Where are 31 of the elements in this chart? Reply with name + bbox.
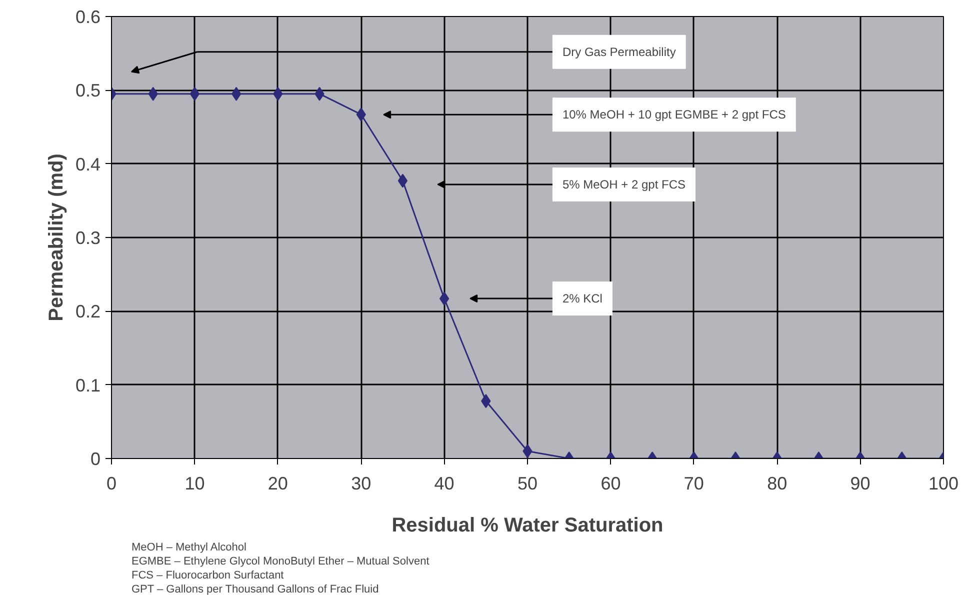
x-tick-label: 80 [767, 474, 788, 494]
text: EGMBE – Ethylene Glycol MonoButyl Ether – Mutual Solvent [132, 556, 430, 568]
y-tick-label: 0.2 [75, 302, 101, 322]
x-axis-title: Residual % Water Saturation [392, 514, 664, 536]
x-tick-label: 70 [684, 474, 704, 494]
annotation: 5% MeOH + 2 gpt FCS [562, 177, 686, 192]
annotation: Dry Gas Permeability [562, 44, 676, 59]
y-tick-label: 0.1 [75, 375, 101, 396]
y-tick-label: 0 [90, 449, 101, 469]
y-tick-label: 0.5 [75, 80, 101, 101]
point [231, 86, 242, 101]
x-tick-label: 50 [517, 474, 538, 494]
x-tick-label: 10 [184, 474, 205, 494]
y-tick-label: 0.4 [75, 154, 101, 174]
x-tick-label: 90 [850, 474, 870, 494]
point [190, 86, 200, 101]
text: GPT – Gallons per Thousand Gallons of Frac Fluid [132, 584, 379, 595]
text: FCS – Fluorocarbon Surfactant [132, 570, 284, 582]
y-tick-label: 0.6 [75, 7, 101, 27]
x-tick-label: 20 [268, 474, 288, 494]
x-tick-label: 30 [351, 474, 372, 494]
x-tick-label: 0 [106, 474, 117, 494]
text: MeOH – Methyl Alcohol [132, 542, 246, 554]
annotation: 10% MeOH + 10 gpt EGMBE + 2 gpt FCS [562, 108, 786, 122]
annotation: 2% KCl [562, 291, 602, 306]
x-tick-label: 40 [434, 474, 454, 494]
x-tick-label: 60 [600, 474, 621, 494]
point [398, 174, 408, 188]
y-axis-title: Permeability (md) [45, 154, 68, 322]
x-tick-label: 100 [928, 474, 959, 494]
y-tick-label: 0.3 [75, 228, 101, 248]
